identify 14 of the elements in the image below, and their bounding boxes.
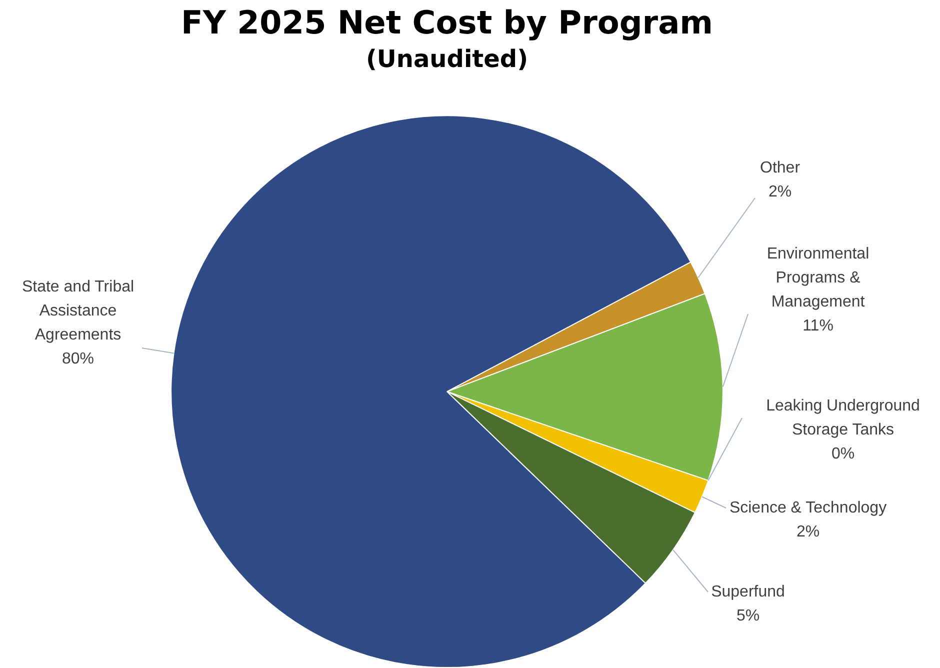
slice-label: Science & Technology	[729, 499, 887, 516]
text: 0%	[831, 445, 855, 462]
slice-label: Environmental Programs & Management	[766, 245, 870, 310]
data-label: 11%	[802, 317, 834, 334]
data-label: 2%	[768, 183, 792, 200]
data-label: 80%	[62, 350, 94, 368]
slice-label: Other	[760, 159, 801, 176]
slice-label: State and Tribal Assistance Agreements	[22, 278, 134, 344]
data-label: 5%	[736, 607, 760, 624]
chart-subtitle: (Unaudited)	[366, 45, 528, 74]
chart-title: FY 2025 Net Cost by Program	[181, 4, 713, 42]
category-label: Leaking Underground Storage Tanks	[766, 397, 920, 438]
data-label: 2%	[796, 523, 820, 540]
slice-label: Superfund	[711, 583, 785, 600]
